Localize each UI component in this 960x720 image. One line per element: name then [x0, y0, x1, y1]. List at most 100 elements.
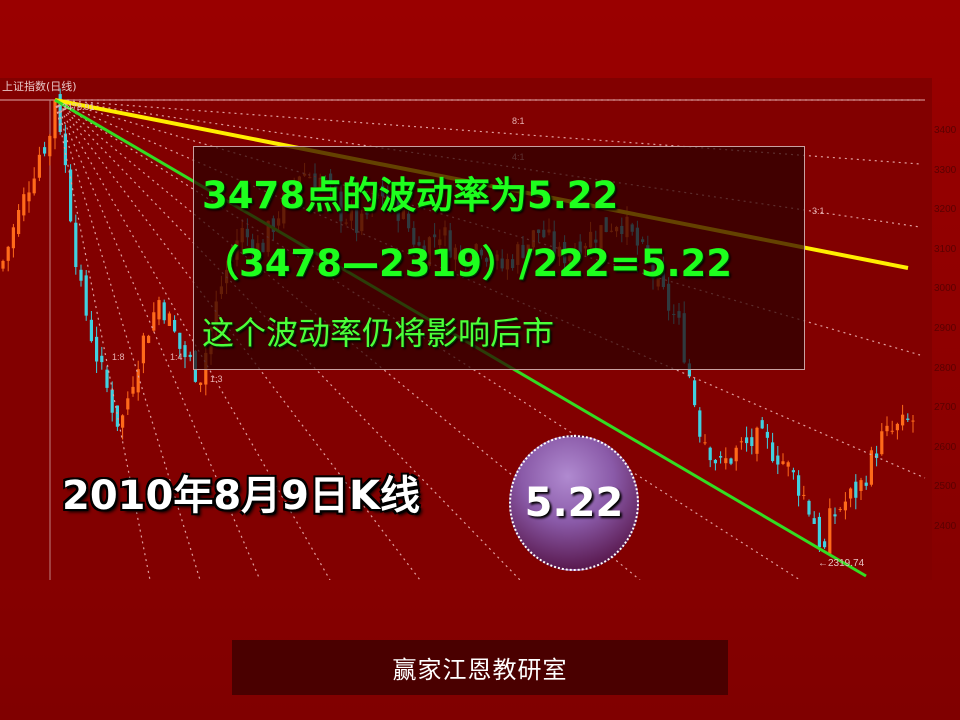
- candle-body: [802, 494, 806, 496]
- candle-body: [22, 194, 26, 216]
- candle-body: [729, 458, 733, 464]
- candle-body: [37, 154, 41, 178]
- candle-body: [53, 100, 57, 139]
- candle-body: [173, 320, 177, 332]
- candle-body: [693, 380, 697, 406]
- fan-ratio-label: 8:1: [512, 116, 525, 126]
- candle-body: [869, 450, 873, 485]
- candle-body: [131, 386, 135, 394]
- candle-body: [745, 437, 749, 444]
- y-tick-label: 3400: [934, 125, 957, 136]
- candle-body: [141, 335, 145, 364]
- candle-body: [698, 410, 702, 437]
- outlook-statement: 这个波动率仍将影响后市: [202, 314, 555, 352]
- y-tick-label: 2500: [934, 481, 957, 493]
- candle-body: [1, 260, 5, 269]
- candle-body: [771, 442, 775, 462]
- fan-ratio-label: 1:8: [112, 352, 125, 362]
- candle-body: [162, 302, 166, 321]
- high-price-label: 3478.91: [62, 102, 95, 112]
- candle-body: [807, 500, 811, 515]
- index-title: 上证指数(日线): [2, 80, 77, 93]
- fan-ratio-label: 1:4: [170, 352, 183, 362]
- candle-body: [843, 501, 847, 511]
- candle-body: [859, 480, 863, 491]
- candle-body: [11, 227, 15, 249]
- candle-body: [58, 94, 62, 132]
- candle-body: [797, 475, 801, 496]
- candle-body: [880, 431, 884, 455]
- gann-fan-line: [54, 99, 921, 228]
- candle-body: [901, 414, 905, 426]
- volatility-statement: 3478点的波动率为5.22: [202, 174, 619, 217]
- candle-body: [183, 345, 187, 358]
- candle-body: [833, 514, 837, 517]
- candle-body: [812, 518, 816, 524]
- candle-body: [89, 319, 93, 342]
- candle-body: [895, 423, 899, 431]
- gann-fan-line: [54, 99, 921, 165]
- kline-date-label: 2010年8月9日K线: [62, 473, 420, 519]
- candle-body: [838, 508, 842, 510]
- candle-body: [105, 369, 109, 388]
- y-tick-label: 3200: [934, 204, 957, 216]
- candle-body: [708, 447, 712, 461]
- candle-body: [781, 461, 785, 464]
- candle-body: [157, 300, 161, 320]
- candle-body: [167, 313, 171, 326]
- candle-body: [100, 355, 104, 363]
- candle-body: [713, 459, 717, 464]
- candle-body: [765, 431, 769, 438]
- candle-body: [188, 354, 192, 357]
- candle-body: [74, 222, 78, 268]
- y-tick-label: 3000: [934, 283, 957, 295]
- candle-body: [32, 178, 36, 194]
- y-tick-label: 2800: [934, 362, 957, 374]
- candle-body: [875, 453, 879, 458]
- candle-body: [152, 312, 156, 331]
- candle-body: [126, 398, 130, 410]
- candle-body: [791, 470, 795, 473]
- candle-body: [79, 269, 83, 281]
- low-price-label: ←2319.74: [818, 558, 865, 569]
- candle-body: [739, 441, 743, 443]
- candle-body: [95, 336, 99, 362]
- candle-body: [43, 147, 47, 154]
- candle-body: [63, 133, 67, 166]
- candle-body: [864, 482, 868, 486]
- y-tick-label: 2900: [934, 323, 957, 334]
- y-tick-label: 3300: [934, 164, 957, 176]
- rate-value: 5.22: [524, 480, 624, 526]
- rate-badge: 5.22: [509, 435, 639, 571]
- candle-body: [17, 209, 21, 235]
- candle-body: [178, 332, 182, 349]
- candle-body: [817, 516, 821, 548]
- candle-body: [147, 335, 151, 343]
- candle-body: [849, 488, 853, 499]
- fan-ratio-label: 1:3: [210, 374, 223, 384]
- candle-body: [755, 427, 759, 454]
- y-tick-label: 2600: [934, 441, 957, 453]
- footer-text: 赢家江恩教研室: [392, 656, 568, 684]
- candle-body: [121, 415, 125, 428]
- candle-body: [110, 389, 114, 413]
- gann-fan-line: [54, 99, 331, 580]
- candle-body: [6, 246, 10, 261]
- candle-body: [199, 382, 203, 385]
- candle-body: [776, 455, 780, 465]
- candle-body: [48, 135, 52, 157]
- y-tick-label: 2400: [934, 521, 957, 532]
- candle-body: [27, 192, 31, 202]
- candle-body: [136, 369, 140, 393]
- y-tick-label: 2700: [934, 402, 957, 414]
- footer-banner: 赢家江恩教研室: [232, 640, 728, 695]
- gann-fan-line: [54, 99, 801, 580]
- candle-body: [734, 447, 738, 462]
- candle-body: [719, 456, 723, 458]
- candle-body: [703, 442, 707, 444]
- candle-body: [84, 275, 88, 316]
- annotation-box: 3478点的波动率为5.22 （3478—2319）/222=5.22 这个波动…: [193, 146, 805, 370]
- candle-body: [854, 481, 858, 498]
- volatility-formula: （3478—2319）/222=5.22: [202, 242, 732, 285]
- y-tick-label: 3100: [934, 243, 957, 255]
